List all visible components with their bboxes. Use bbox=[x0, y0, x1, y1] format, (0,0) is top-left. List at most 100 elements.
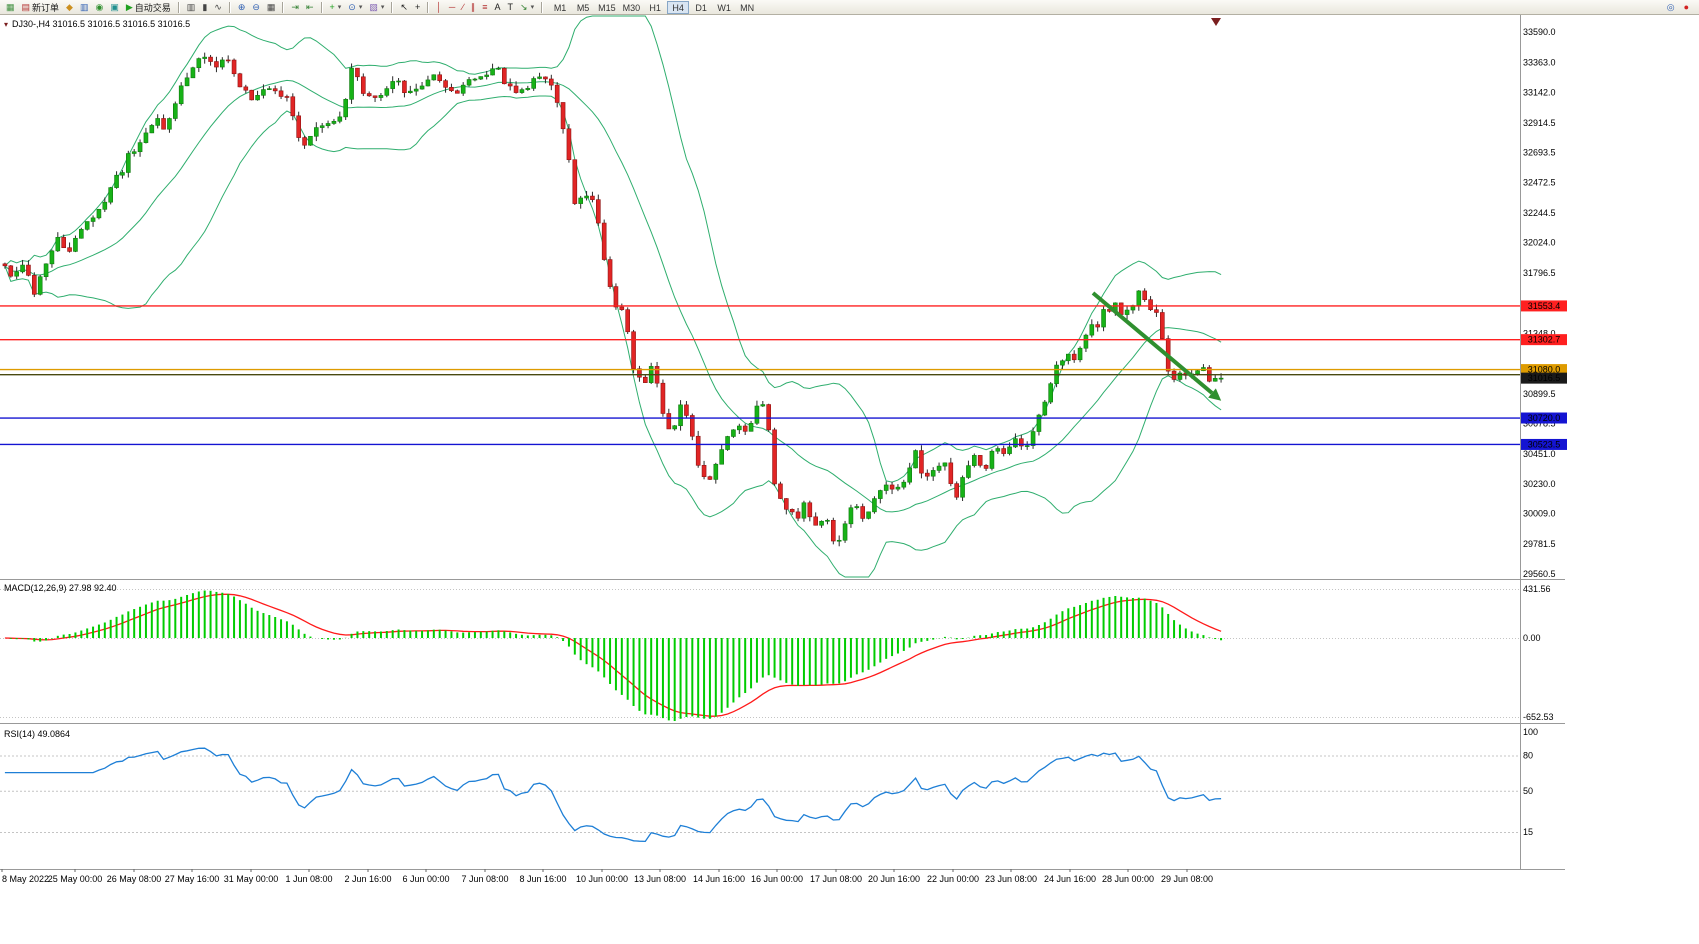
one-click-trading-icon[interactable]: ▾ bbox=[4, 20, 9, 29]
macd-indicator-label: MACD(12,26,9) 27.98 92.40 bbox=[4, 583, 117, 593]
candlestick-chart-icon: ▮ bbox=[202, 2, 208, 12]
periods-button[interactable]: ⊙ ▾ bbox=[345, 1, 365, 14]
fibonacci-button[interactable]: ≡ bbox=[479, 1, 490, 14]
timeframe-mn-button[interactable]: MN bbox=[740, 2, 755, 13]
new-chart-button[interactable]: ▦ bbox=[3, 1, 18, 14]
channel-button[interactable]: ∥ bbox=[468, 1, 479, 14]
dropdown-arrow-icon[interactable]: ▾ bbox=[358, 4, 363, 11]
vertical-line-button[interactable]: │ bbox=[433, 1, 445, 14]
crosshair-button[interactable]: + bbox=[412, 1, 423, 14]
vertical-line-icon: │ bbox=[436, 2, 442, 12]
label-button[interactable]: T bbox=[505, 1, 517, 14]
time-axis-label: 2 Jun 16:00 bbox=[344, 874, 391, 884]
zoom-in-button[interactable]: ⊕ bbox=[235, 1, 249, 14]
chart-shift-button[interactable]: ⇤ bbox=[303, 1, 317, 14]
text-button[interactable]: A bbox=[492, 1, 504, 14]
rsi-indicator-label: RSI(14) 49.0864 bbox=[4, 729, 71, 739]
timeframe-d1-button[interactable]: D1 bbox=[695, 2, 707, 13]
templates-icon: ▧ bbox=[369, 2, 378, 12]
toolbar: ▦ ▤ 新订单 ◆ ▥ ◉ ▣ ▶ 自动交易 ▥ ▮ ∿ ⊕ ⊖ ▦ ⇥ ⇤ + ▾ ⊙ ▾ ▧ ▾ ↖ + │ ─ ∕ ∥ ≡ A T ↘ ▾ M… bbox=[0, 0, 1699, 15]
price-axis-label: 33363.0 bbox=[1523, 58, 1556, 68]
cursor-icon: ↖ bbox=[400, 2, 408, 12]
new-order-button[interactable]: ▤ 新订单 bbox=[19, 1, 63, 14]
rsi-line bbox=[4, 747, 1222, 843]
profiles-button[interactable]: ◆ bbox=[63, 1, 76, 14]
price-axis-label: 32244.5 bbox=[1523, 208, 1556, 218]
timeframe-h4-button[interactable]: H4 bbox=[667, 0, 690, 14]
line-chart-button[interactable]: ∿ bbox=[211, 1, 225, 14]
search-button[interactable]: ◎ bbox=[1664, 1, 1678, 14]
timeframe-w1-button[interactable]: W1 bbox=[717, 2, 731, 13]
timeframe-m1-button[interactable]: M1 bbox=[553, 2, 567, 13]
chart-window[interactable]: 431.56 0.00 -652.53 100 80 50 15 33590.0 33363.0… bbox=[0, 15, 1699, 944]
time-axis-label: 23 Jun 08:00 bbox=[985, 874, 1037, 884]
trendline-button[interactable]: ∕ bbox=[459, 1, 467, 14]
toolbar-separator bbox=[427, 1, 430, 13]
time-axis-label: 1 Jun 08:00 bbox=[285, 874, 332, 884]
price-badge-31016.5: 31016.5 bbox=[1521, 372, 1567, 384]
rsi-scale-label: 15 bbox=[1523, 827, 1533, 837]
chart-canvas[interactable]: 431.56 0.00 -652.53 100 80 50 15 33590.0 33363.0… bbox=[0, 15, 1699, 944]
svg-text:30720.0: 30720.0 bbox=[1528, 413, 1561, 423]
auto-scroll-button[interactable]: ⇥ bbox=[288, 1, 302, 14]
market-watch-icon: ▥ bbox=[79, 2, 89, 12]
dropdown-arrow-icon[interactable]: ▾ bbox=[380, 4, 385, 11]
price-axis-label: 32472.5 bbox=[1523, 177, 1556, 187]
time-axis-label: 10 Jun 00:00 bbox=[576, 874, 628, 884]
cursor-button[interactable]: ↖ bbox=[397, 1, 411, 14]
tile-windows-button[interactable]: ▦ bbox=[264, 1, 279, 14]
autotrading-button[interactable]: ▶ 自动交易 bbox=[123, 1, 174, 14]
rsi-scale-label: 100 bbox=[1523, 727, 1538, 737]
autotrading-button-label: 自动交易 bbox=[134, 2, 171, 13]
toolbar-separator bbox=[282, 1, 285, 13]
new-order-button-label: 新订单 bbox=[32, 2, 60, 13]
price-axis: 33590.0 33363.0 33142.0 32914.5 32693.5 32472… bbox=[1521, 27, 1567, 579]
time-axis-label: 31 May 00:00 bbox=[224, 874, 279, 884]
dropdown-arrow-icon[interactable]: ▾ bbox=[337, 4, 342, 11]
price-axis-label: 31796.5 bbox=[1523, 268, 1556, 278]
candlestick-chart-button[interactable]: ▮ bbox=[199, 1, 210, 14]
bollinger-middle[interactable] bbox=[4, 79, 1222, 513]
timeframe-h1-button[interactable]: H1 bbox=[649, 2, 661, 13]
indicators-icon: + bbox=[329, 2, 335, 12]
svg-text:31080.0: 31080.0 bbox=[1528, 365, 1561, 375]
market-watch-button[interactable]: ▥ bbox=[77, 1, 92, 14]
trendline-icon: ∕ bbox=[462, 2, 464, 12]
chart-shift-marker[interactable] bbox=[1211, 18, 1221, 26]
timeframe-toolbar: M1 M5 M15 M30 H1 H4 D1 W1 MN bbox=[549, 0, 758, 14]
toolbar-separator bbox=[320, 1, 323, 13]
rsi-panel: 100 80 50 15 bbox=[0, 727, 1538, 843]
time-axis-label: 26 May 08:00 bbox=[107, 874, 162, 884]
time-axis-label: 13 Jun 08:00 bbox=[634, 874, 686, 884]
line-chart-icon: ∿ bbox=[214, 2, 222, 12]
price-badge-31302.7: 31302.7 bbox=[1521, 334, 1567, 346]
dropdown-arrow-icon[interactable]: ▾ bbox=[530, 4, 535, 11]
bar-chart-button[interactable]: ▥ bbox=[184, 1, 199, 14]
time-axis-label: 16 Jun 00:00 bbox=[751, 874, 803, 884]
shapes-button[interactable]: ↘ ▾ bbox=[517, 1, 537, 14]
horizontal-line-button[interactable]: ─ bbox=[446, 1, 458, 14]
toolbar-separator bbox=[228, 1, 231, 13]
templates-button[interactable]: ▧ ▾ bbox=[366, 1, 387, 14]
indicators-button[interactable]: + ▾ bbox=[327, 1, 345, 14]
fibonacci-icon: ≡ bbox=[482, 2, 488, 12]
rsi-scale-label: 50 bbox=[1523, 786, 1533, 796]
zoom-out-button[interactable]: ⊖ bbox=[249, 1, 263, 14]
price-axis-label: 30899.5 bbox=[1523, 389, 1556, 399]
time-axis-label: 25 May 00:00 bbox=[48, 874, 103, 884]
trend-arrow[interactable] bbox=[1091, 291, 1222, 401]
navigator-button[interactable]: ◉ bbox=[92, 1, 106, 14]
toolbar-right: ◎ ● bbox=[1664, 1, 1696, 14]
bollinger-lower[interactable] bbox=[4, 95, 1222, 578]
timeframe-m30-button[interactable]: M30 bbox=[622, 2, 641, 13]
terminal-button[interactable]: ▣ bbox=[107, 1, 122, 14]
notifications-button[interactable]: ● bbox=[1681, 1, 1692, 14]
timeframe-m5-button[interactable]: M5 bbox=[576, 2, 590, 13]
bollinger-upper[interactable] bbox=[4, 15, 1222, 483]
timeframe-m15-button[interactable]: M15 bbox=[598, 2, 616, 13]
new-chart-icon: ▦ bbox=[6, 2, 15, 12]
time-axis-label: 6 Jun 00:00 bbox=[402, 874, 449, 884]
candles-layer bbox=[2, 52, 1224, 547]
